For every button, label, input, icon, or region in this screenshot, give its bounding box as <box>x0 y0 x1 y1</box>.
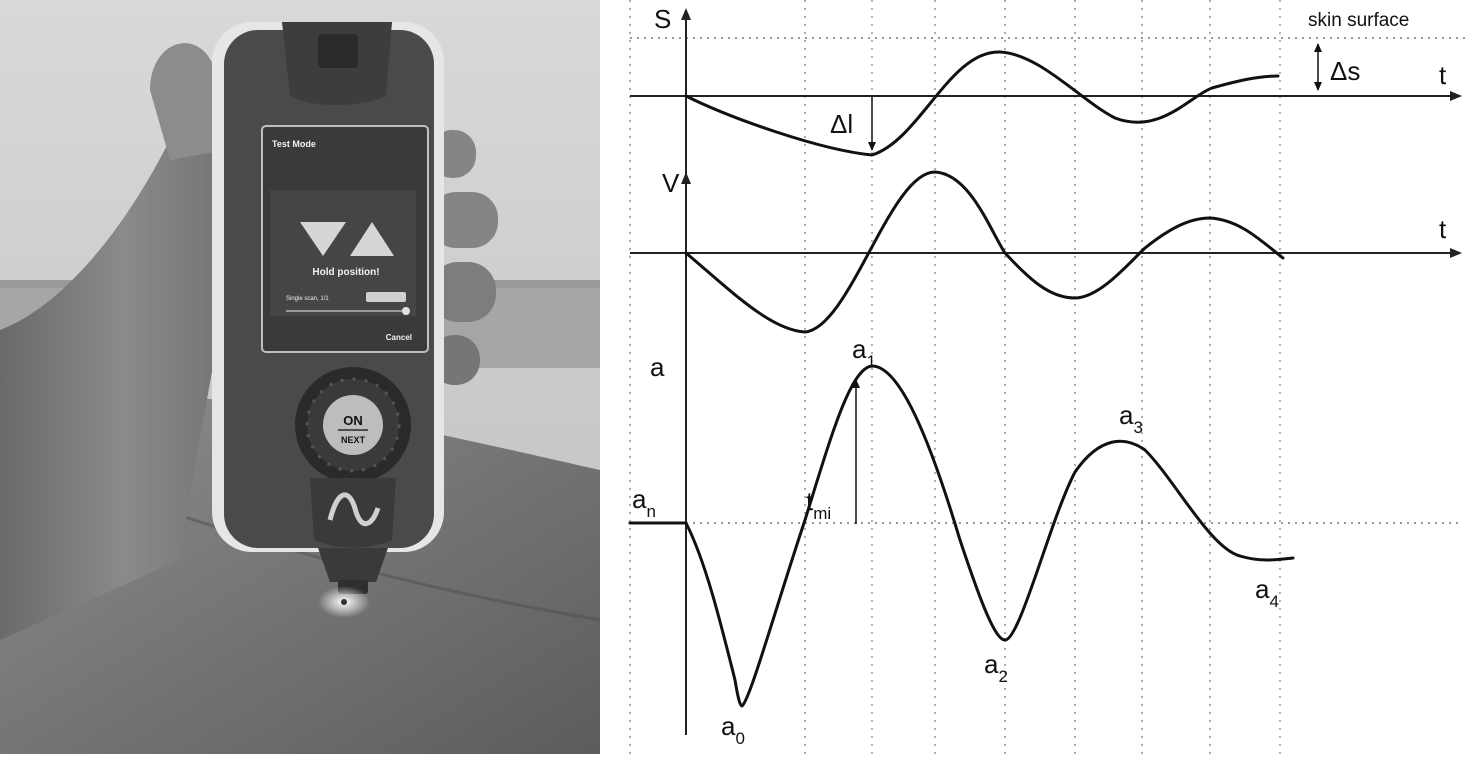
time-grid <box>629 0 1281 754</box>
label-a-0: a0 <box>721 711 745 748</box>
finger-2 <box>430 192 498 248</box>
signal-diagram: S t skin surface Δs Δl V t a an a0 a1 a2… <box>600 0 1477 754</box>
displacement-curve <box>684 50 1280 157</box>
device-clip-window <box>318 34 358 68</box>
wave-logo-icon <box>327 492 381 526</box>
finger-3 <box>430 262 496 322</box>
screen-toggle[interactable] <box>366 292 406 302</box>
device-photo: Test Mode Hold position! Single scan, 1/… <box>0 0 601 754</box>
label-a-4: a4 <box>1255 574 1279 611</box>
forearm <box>0 70 250 640</box>
device-probe-base <box>318 548 388 582</box>
acceleration-plot: a an a0 a1 a2 a3 a4 tmi <box>628 334 1460 748</box>
skin-surface-label: skin surface <box>1308 10 1409 31</box>
signal-diagram-svg: S t skin surface Δs Δl V t a an a0 a1 a2… <box>628 0 1470 754</box>
s-time-label: t <box>1439 60 1447 90</box>
acceleration-curve <box>628 364 1295 708</box>
delta-s-label: Δs <box>1330 56 1360 86</box>
label-a-1: a1 <box>852 334 876 371</box>
label-t-mi: tmi <box>806 486 831 523</box>
progress-knob <box>402 307 410 315</box>
on-button-label: ON <box>343 413 363 428</box>
label-a-3: a3 <box>1119 400 1143 437</box>
displacement-plot: S t skin surface Δs Δl <box>630 4 1470 735</box>
v-time-label: t <box>1439 214 1447 244</box>
probe-contact-point <box>341 599 347 605</box>
velocity-plot: V t <box>630 168 1462 334</box>
screen-title: Test Mode <box>272 139 316 149</box>
a-axis-label: a <box>650 352 665 382</box>
velocity-curve <box>684 170 1285 334</box>
triangle-down-icon <box>300 222 346 256</box>
delta-l-label: Δl <box>830 109 853 139</box>
hold-position-text: Hold position! <box>312 267 379 278</box>
on-next-button[interactable] <box>323 395 383 455</box>
triangle-up-icon <box>350 222 394 256</box>
cancel-label[interactable]: Cancel <box>386 333 412 342</box>
scan-mode-text: Single scan, 1/1 <box>286 296 329 302</box>
label-a-n: an <box>632 484 656 521</box>
device-logo-plate <box>310 478 396 548</box>
s-axis-label: S <box>654 4 671 34</box>
label-a-2: a2 <box>984 649 1008 686</box>
device-photo-illustration: Test Mode Hold position! Single scan, 1/… <box>0 0 601 754</box>
next-button-label: NEXT <box>341 435 366 445</box>
thumb <box>150 43 225 160</box>
v-axis-label: V <box>662 168 680 198</box>
